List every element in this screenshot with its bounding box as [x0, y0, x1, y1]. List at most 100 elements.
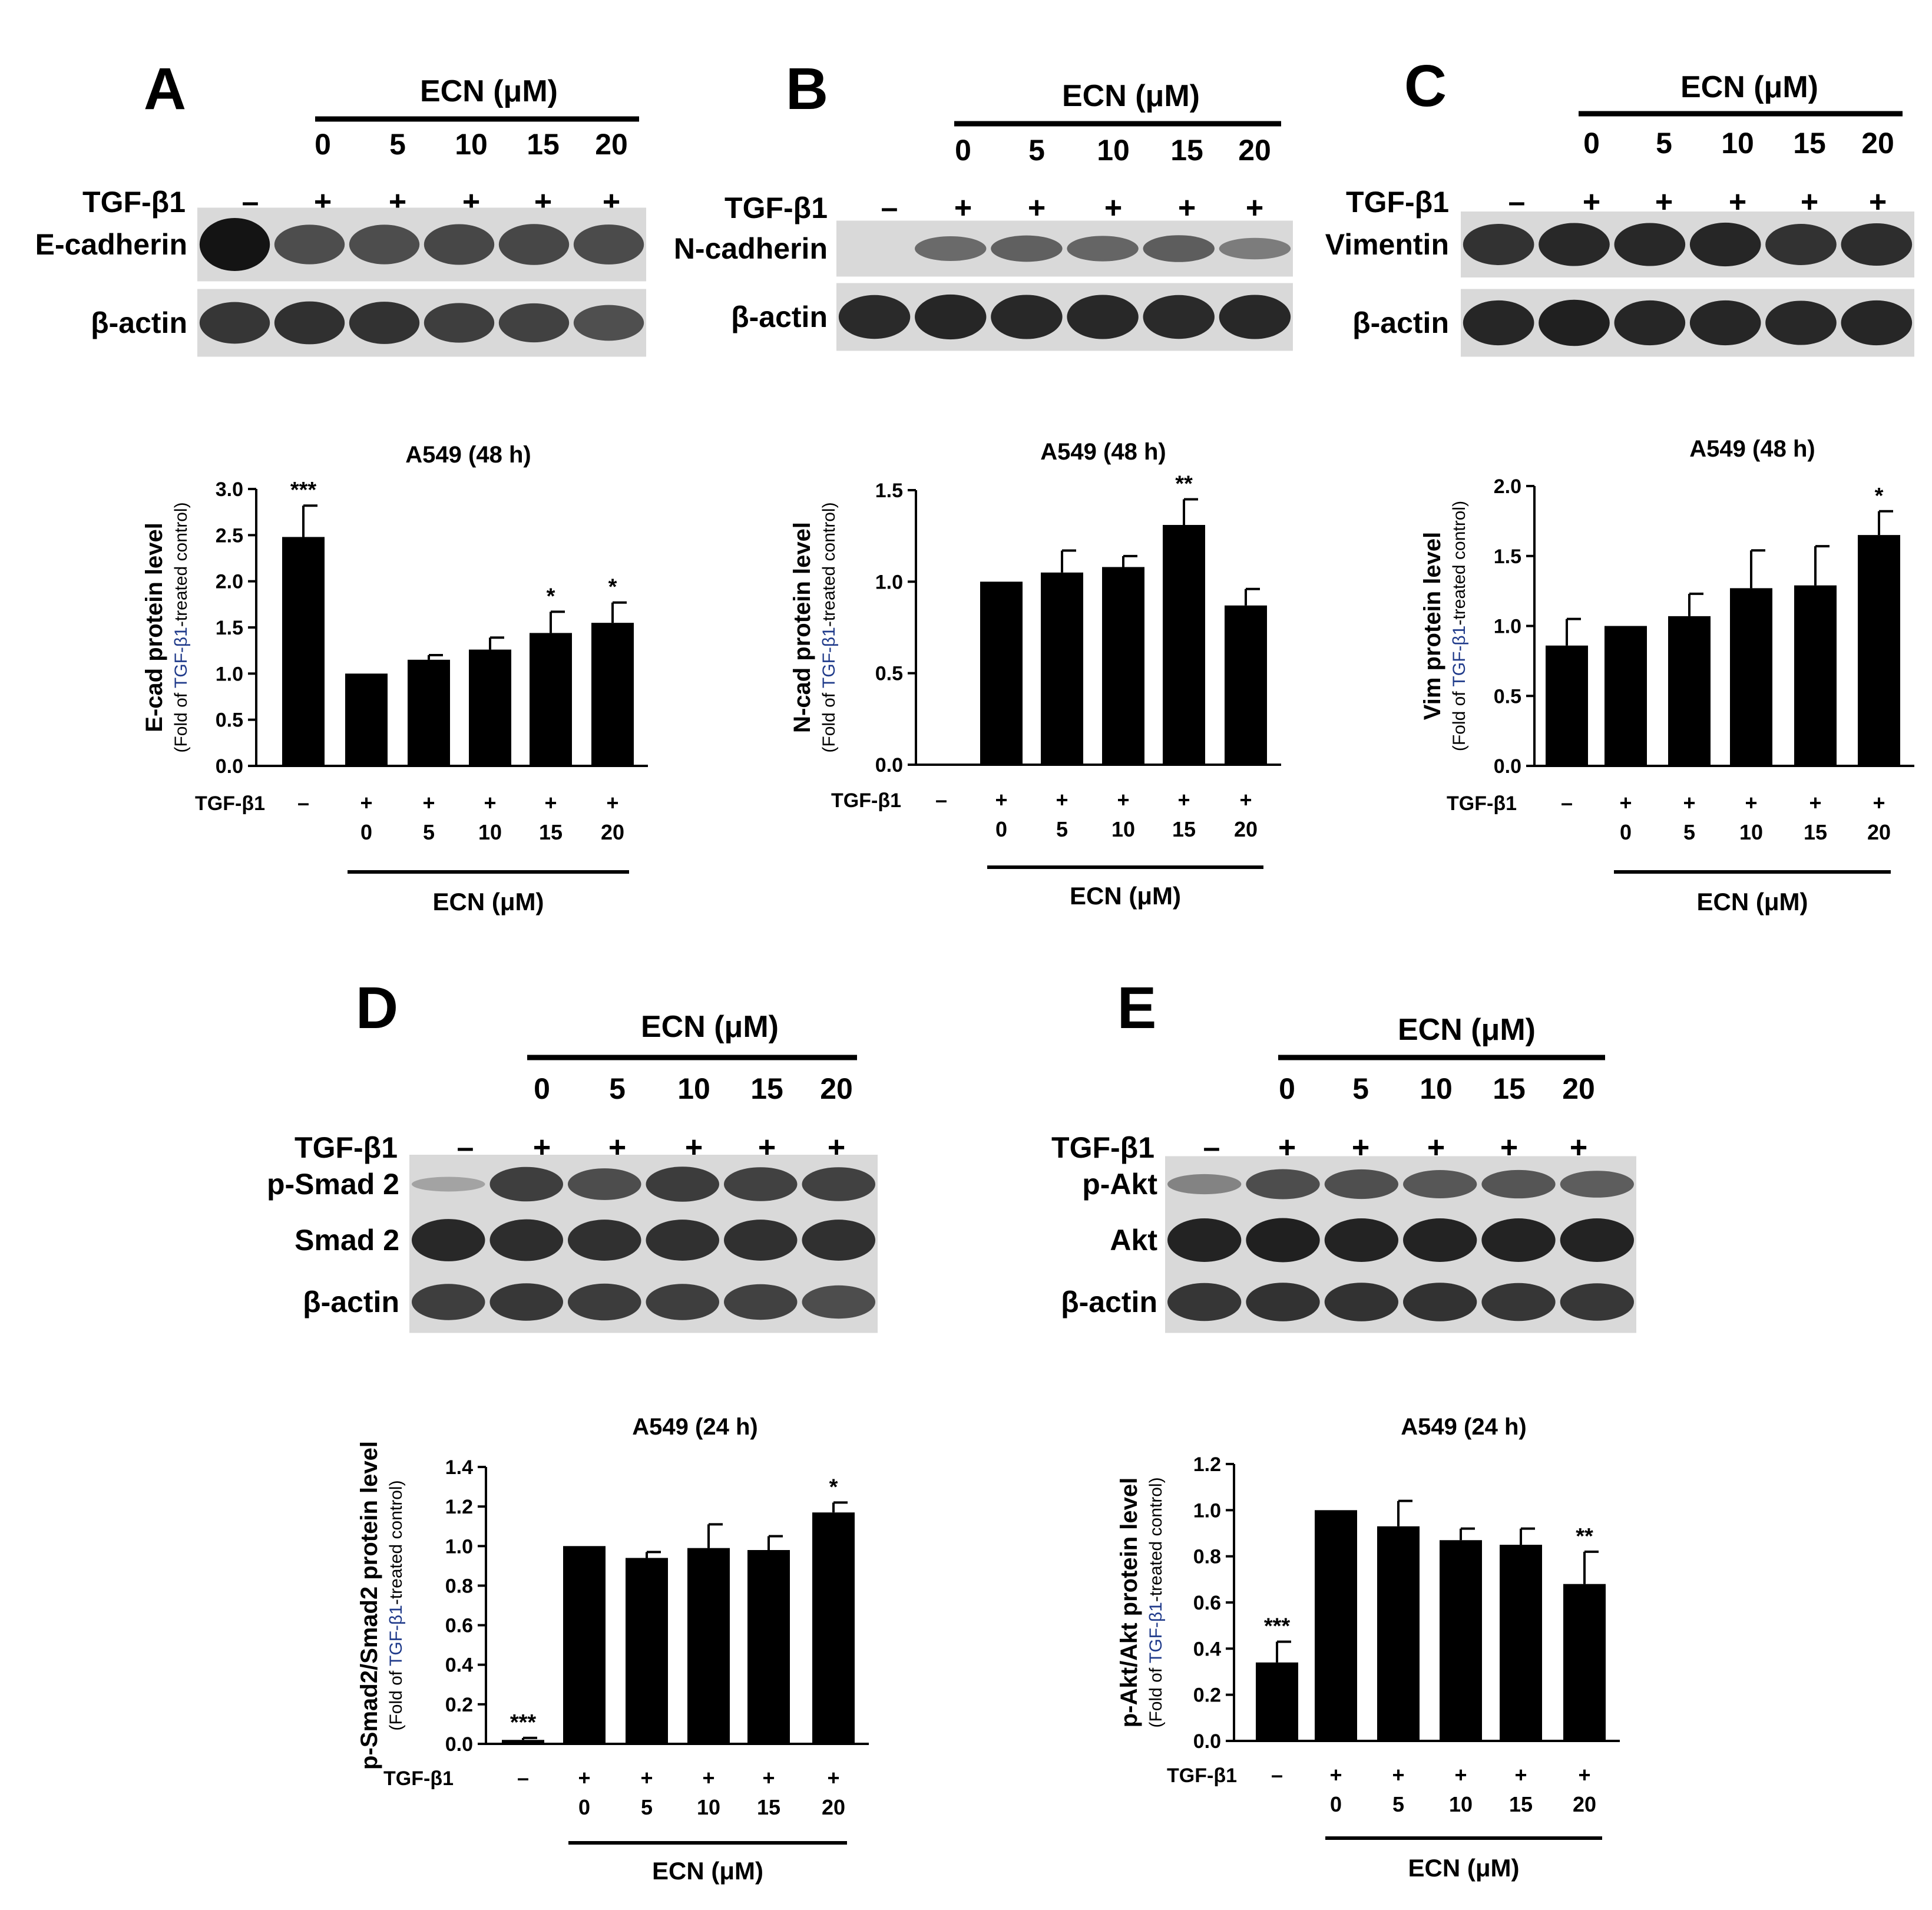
ecn-header: ECN (μM)	[420, 74, 558, 108]
x-dose-label: 15	[1172, 817, 1196, 841]
x-dose-label: 15	[1509, 1792, 1533, 1816]
panel-letter: A	[144, 56, 186, 122]
x-dose-label: 20	[1573, 1792, 1596, 1816]
blot-band	[1246, 1169, 1320, 1199]
y-tick-label: 1.5	[1494, 546, 1521, 568]
blot-band	[838, 295, 911, 339]
blot-membrane	[1165, 1271, 1636, 1333]
x-tgf-sign: –	[1271, 1763, 1283, 1787]
bar	[1605, 626, 1647, 766]
x-tgf-label: TGF-β1	[1167, 1764, 1237, 1787]
blot-band	[1143, 295, 1215, 339]
y-axis-sublabel-part: TGF-β1	[386, 1605, 406, 1666]
x-ecn-label: ECN (μM)	[433, 888, 544, 916]
blot-strip	[1461, 212, 1914, 277]
bar	[408, 659, 450, 766]
y-tick-label: 0.5	[216, 709, 243, 732]
tgf-sign: +	[954, 191, 972, 225]
x-ecn-label: ECN (μM)	[652, 1857, 763, 1885]
ecn-header: ECN (μM)	[1680, 70, 1818, 104]
lane-dose-label: 20	[1861, 127, 1894, 160]
tgf-row-label: TGF-β1	[1051, 1131, 1154, 1164]
x-dose-label: 5	[1056, 817, 1068, 841]
blot-band	[1167, 1218, 1242, 1262]
x-tgf-label: TGF-β1	[1447, 792, 1517, 815]
blot-membrane	[1165, 1156, 1636, 1212]
y-tick-label: 1.2	[445, 1496, 473, 1518]
y-tick-label: 0.0	[216, 755, 243, 778]
ecn-header: ECN (μM)	[1062, 79, 1200, 113]
blot-band	[723, 1167, 798, 1201]
x-tgf-sign: +	[1329, 1763, 1342, 1787]
blot-band	[1324, 1169, 1398, 1199]
y-axis-sublabel: (Fold of TGF-β1-treated control)	[1146, 1477, 1166, 1727]
tgf-row-label: TGF-β1	[724, 191, 828, 224]
lane-dose-label: 5	[1028, 134, 1045, 167]
y-tick-label: 1.0	[216, 663, 243, 685]
lane-dose-label: 5	[1352, 1072, 1369, 1105]
y-axis-sublabel-part: -treated control)	[819, 502, 839, 627]
blot-band	[1689, 222, 1761, 267]
bar	[1102, 567, 1144, 765]
blot-band	[1246, 1283, 1320, 1321]
blot-band	[411, 1219, 485, 1261]
blot-band	[1539, 299, 1610, 346]
bar-chart: A549 (48 h) 0.0 0.5 1.0 1.5 2.0 Vim protein le…	[1420, 436, 1914, 916]
tgf-sign: +	[1104, 191, 1122, 225]
blot-strip	[836, 220, 1293, 277]
x-tgf-sign: +	[1056, 788, 1068, 812]
x-dose-label: 0	[360, 820, 372, 844]
blot-band	[1765, 300, 1837, 345]
lane-dose-label: 20	[1238, 134, 1271, 167]
y-axis-sublabel-part: (Fold of	[819, 688, 839, 753]
blot-band	[1219, 237, 1291, 260]
bar	[1225, 605, 1267, 765]
tgf-row-label: TGF-β1	[82, 186, 186, 219]
panel-letter: D	[356, 975, 398, 1041]
x-tgf-sign: +	[1873, 791, 1885, 815]
blot-band	[1841, 223, 1913, 266]
x-tgf-sign: –	[1561, 791, 1573, 815]
x-tgf-sign: +	[1454, 1763, 1467, 1787]
x-tgf-sign: +	[995, 788, 1007, 812]
blot-label: β-actin	[1352, 306, 1449, 339]
x-dose-label: 20	[601, 820, 624, 844]
x-tgf-sign: +	[1578, 1763, 1590, 1787]
lane-dose-label: 10	[1097, 134, 1130, 167]
blot-strip	[1165, 1208, 1636, 1273]
x-dose-label: 10	[1111, 817, 1135, 841]
bar	[502, 1740, 544, 1744]
blot-label: β-actin	[1061, 1286, 1157, 1319]
blot-band	[1403, 1170, 1477, 1198]
x-dose-label: 10	[1739, 820, 1763, 844]
y-axis-sublabel: (Fold of TGF-β1-treated control)	[171, 502, 191, 752]
chart-title: A549 (48 h)	[405, 442, 531, 468]
blot-membrane	[409, 1155, 878, 1214]
significance-marker: *	[829, 1475, 838, 1499]
blot-band	[1463, 300, 1534, 346]
blot-band	[1403, 1218, 1477, 1262]
x-tgf-sign: +	[1514, 1763, 1527, 1787]
x-dose-label: 5	[423, 820, 435, 844]
x-tgf-sign: +	[1239, 788, 1252, 812]
blot-band	[1143, 235, 1215, 262]
x-tgf-sign: +	[422, 791, 435, 815]
tgf-sign: +	[1178, 191, 1196, 225]
tgf-sign: –	[881, 191, 898, 225]
bar	[1563, 1584, 1606, 1741]
chart-title: A549 (24 h)	[632, 1414, 757, 1440]
y-tick-label: 0.2	[445, 1694, 473, 1716]
blot-band	[498, 224, 570, 265]
bar	[1315, 1510, 1357, 1741]
y-tick-label: 0.0	[445, 1733, 473, 1756]
x-tgf-sign: +	[578, 1766, 590, 1790]
bar	[1858, 535, 1900, 766]
y-axis-sublabel-part: -treated control)	[1146, 1477, 1166, 1602]
blot-band	[723, 1220, 798, 1261]
lane-dose-label: 10	[455, 128, 488, 161]
x-dose-label: 20	[1234, 817, 1258, 841]
significance-marker: ***	[510, 1710, 537, 1735]
blot-band	[411, 1284, 485, 1320]
y-tick-label: 1.2	[1193, 1453, 1221, 1476]
ecn-header: ECN (μM)	[1398, 1013, 1536, 1047]
